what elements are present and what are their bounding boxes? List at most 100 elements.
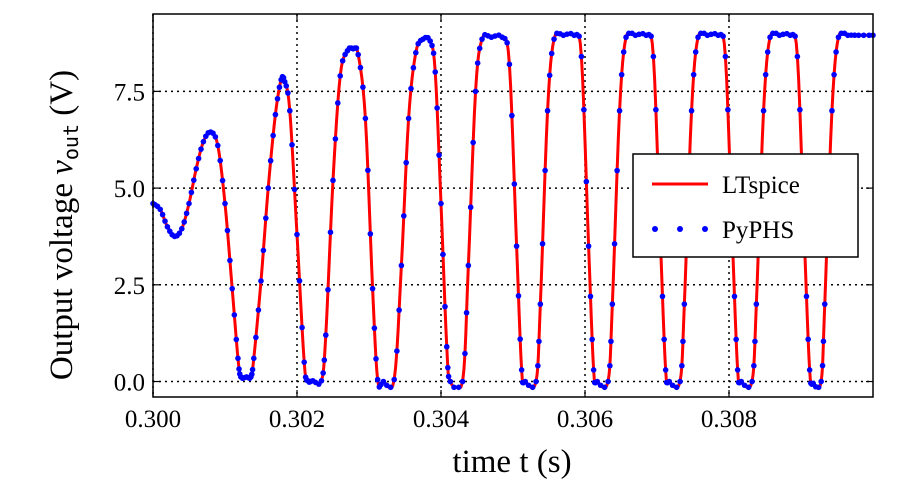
series-pyphs-point bbox=[733, 336, 739, 343]
series-pyphs-point bbox=[611, 241, 618, 247]
series-pyphs-point bbox=[539, 240, 546, 247]
series-pyphs-point bbox=[323, 332, 329, 338]
series-pyphs-point bbox=[587, 293, 594, 300]
series-pyphs-point bbox=[614, 167, 620, 174]
series-pyphs-point bbox=[219, 177, 226, 184]
legend-box bbox=[632, 153, 859, 258]
series-pyphs-point bbox=[330, 177, 336, 184]
series-pyphs-point bbox=[200, 138, 207, 145]
series-pyphs-point bbox=[249, 371, 255, 378]
series-pyphs-point bbox=[355, 51, 362, 58]
legend-pyphs-dot bbox=[702, 226, 708, 232]
y-axis-label: Output voltage vout (V) bbox=[44, 70, 83, 380]
series-pyphs-point bbox=[476, 45, 483, 52]
series-pyphs-point bbox=[270, 132, 276, 139]
series-pyphs-point bbox=[287, 107, 293, 114]
series-pyphs-point bbox=[692, 49, 699, 55]
series-pyphs-point bbox=[157, 206, 163, 213]
series-pyphs-point bbox=[373, 356, 379, 362]
series-pyphs-point bbox=[289, 142, 295, 148]
series-pyphs-point bbox=[299, 324, 305, 331]
series-pyphs-point bbox=[601, 384, 608, 391]
series-pyphs-point bbox=[690, 71, 697, 78]
series-pyphs-point bbox=[513, 243, 520, 249]
series-pyphs-point bbox=[365, 167, 371, 174]
series-pyphs-point bbox=[260, 247, 267, 254]
series-pyphs-point bbox=[276, 84, 283, 91]
series-pyphs-point bbox=[535, 362, 541, 369]
series-pyphs-point bbox=[618, 71, 625, 78]
series-pyphs-point bbox=[159, 211, 166, 218]
series-pyphs-point bbox=[803, 293, 810, 300]
series-pyphs-point bbox=[620, 49, 627, 55]
series-pyphs-point bbox=[294, 231, 300, 238]
series-pyphs-point bbox=[797, 106, 803, 113]
plot-frame bbox=[152, 13, 874, 398]
series-pyphs-point bbox=[367, 231, 374, 237]
series-pyphs-point bbox=[274, 95, 281, 102]
series-pyphs-point bbox=[752, 338, 758, 345]
series-pyphs-point bbox=[442, 303, 448, 310]
series-pyphs-point bbox=[249, 366, 256, 373]
series-pyphs-point bbox=[653, 106, 659, 113]
series-pyphs-point bbox=[522, 378, 529, 385]
series-pyphs-point bbox=[353, 45, 360, 51]
legend-pyphs-dot bbox=[652, 226, 658, 232]
series-pyphs-point bbox=[374, 376, 381, 383]
series-pyphs-point bbox=[585, 243, 592, 249]
series-pyphs-point bbox=[391, 376, 398, 383]
series-pyphs-point bbox=[666, 378, 673, 385]
series-pyphs-point bbox=[731, 293, 738, 300]
series-pyphs-point bbox=[659, 293, 666, 300]
series-pyphs-point bbox=[434, 105, 440, 111]
series-pyphs-point bbox=[749, 378, 755, 385]
series-pyphs-point bbox=[267, 157, 274, 164]
series-pyphs-point bbox=[794, 53, 801, 60]
series-pyphs-point bbox=[164, 223, 171, 230]
series-pyphs-point bbox=[463, 309, 470, 316]
series-pyphs-point bbox=[445, 373, 452, 380]
series-pyphs-point bbox=[387, 384, 394, 391]
series-pyphs-point bbox=[438, 200, 444, 207]
series-pyphs-point bbox=[815, 384, 822, 391]
series-pyphs-point bbox=[677, 378, 683, 385]
series-pyphs-point bbox=[283, 83, 290, 89]
series-pyphs-point bbox=[578, 53, 585, 60]
y-axis-label-prefix: Output voltage bbox=[44, 175, 80, 380]
series-pyphs-point bbox=[688, 107, 695, 114]
series-pyphs-point bbox=[680, 338, 686, 345]
series-pyphs-point bbox=[605, 378, 611, 385]
series-pyphs-point bbox=[673, 384, 680, 391]
series-pyphs-point bbox=[217, 157, 223, 164]
x-tick-label: 0.300 bbox=[125, 406, 181, 433]
series-pyphs-point bbox=[296, 278, 303, 284]
series-pyphs-point bbox=[753, 301, 760, 307]
y-tick-label: 5.0 bbox=[114, 176, 145, 203]
series-pyphs-point bbox=[183, 210, 190, 217]
series-pyphs-point bbox=[679, 362, 685, 369]
series-pyphs-point bbox=[301, 359, 308, 365]
series-pyphs-point bbox=[321, 357, 328, 363]
series-pyphs-point bbox=[583, 178, 590, 185]
series-pyphs-point bbox=[227, 257, 233, 264]
series-pyphs-point bbox=[806, 367, 813, 373]
legend-pyphs-dot bbox=[677, 226, 683, 232]
legend: LTspice PyPHS bbox=[632, 153, 859, 258]
series-pyphs-point bbox=[818, 378, 824, 385]
series-pyphs-point bbox=[265, 185, 272, 191]
series-pyphs-point bbox=[198, 146, 204, 152]
series-pyphs-point bbox=[255, 307, 262, 313]
series-pyphs-point bbox=[467, 204, 474, 211]
y-axis-label-var: v bbox=[44, 160, 80, 175]
series-pyphs-point bbox=[285, 90, 291, 96]
series-pyphs-point bbox=[608, 338, 614, 345]
series-pyphs-point bbox=[751, 362, 757, 369]
series-pyphs-point bbox=[472, 88, 479, 95]
series-pyphs-point bbox=[734, 367, 741, 373]
series-pyphs-point bbox=[231, 312, 238, 318]
series-pyphs-point bbox=[576, 33, 582, 40]
series-pyphs-point bbox=[272, 111, 279, 118]
series-pyphs-point bbox=[506, 61, 513, 68]
x-tick-label: 0.304 bbox=[413, 406, 470, 433]
